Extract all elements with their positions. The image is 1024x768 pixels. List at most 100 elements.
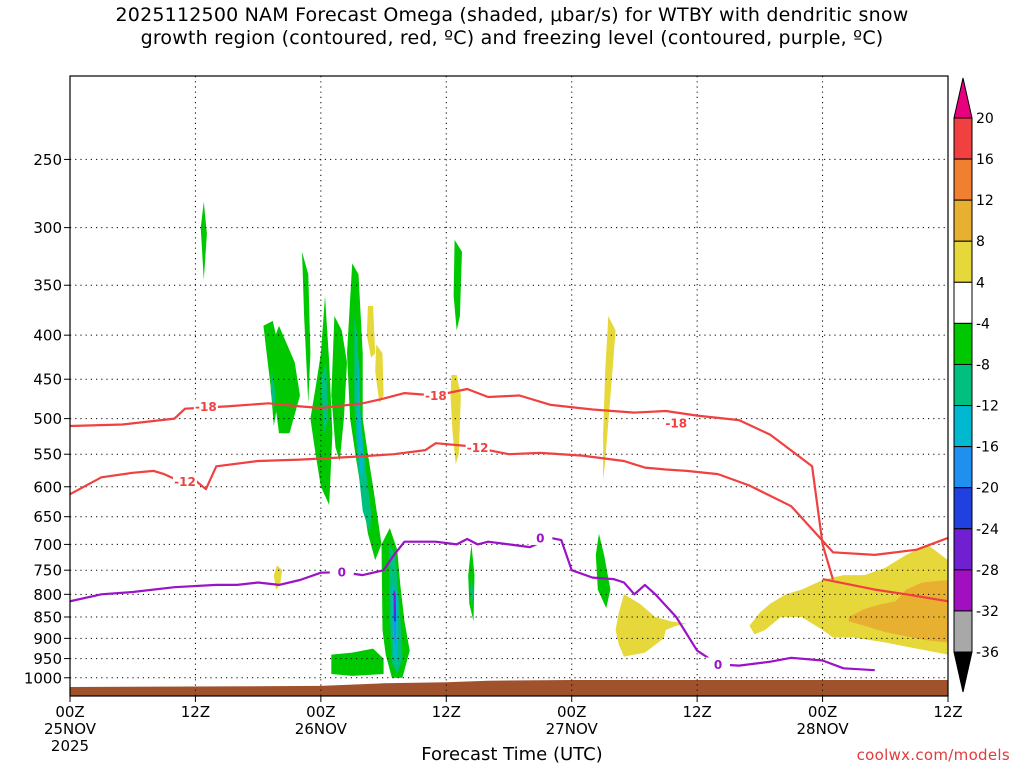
y-tick-label: 900 <box>33 630 62 648</box>
y-tick-label: 400 <box>33 327 62 345</box>
contour-label: 0 <box>536 531 544 545</box>
contour-label: 0 <box>714 658 722 672</box>
x-tick-label: 00Z <box>808 703 837 721</box>
x-tick-date: 27NOV <box>546 720 599 738</box>
omega-shading <box>200 201 948 678</box>
colorbar-box <box>953 487 973 530</box>
omega-region <box>331 648 384 676</box>
colorbar-label: 20 <box>976 111 994 127</box>
contour-label-bg <box>423 388 448 403</box>
omega-region <box>200 201 207 280</box>
omega-region <box>331 316 347 461</box>
colorbar-box <box>953 281 973 324</box>
colorbar-label: -20 <box>976 481 999 497</box>
y-tick-label: 700 <box>33 536 62 554</box>
colorbar-label: 4 <box>976 275 985 291</box>
y-tick-label: 350 <box>33 277 62 295</box>
y-axis: 250 300 350 400 450 500 550 600 650 700 750 800 850 9… <box>24 151 70 687</box>
contour-label: -18 <box>665 417 687 431</box>
omega-region <box>470 575 474 609</box>
colorbar-box <box>953 569 973 612</box>
omega-region <box>394 589 396 613</box>
omega-region <box>848 580 948 643</box>
y-tick-label: 800 <box>33 586 62 604</box>
contour-label-bg <box>465 440 490 455</box>
y-tick-label: 450 <box>33 371 62 389</box>
y-tick-label: 1000 <box>24 669 62 687</box>
x-tick-label: 12Z <box>933 703 962 721</box>
contour-label: -12 <box>174 475 196 489</box>
colorbar-box <box>953 446 973 489</box>
colorbar-box <box>953 199 973 242</box>
omega-region <box>310 295 333 505</box>
chart-title-line-1: 2025112500 NAM Forecast Omega (shaded, μ… <box>115 4 909 26</box>
colorbar-label: -8 <box>976 357 990 373</box>
colorbar: 20 16 12 8 4 -4 -8 -12 -16 -20 -24 -28 -32 -36 <box>953 77 999 693</box>
colorbar-box <box>953 117 973 160</box>
colorbar-label: -36 <box>976 645 999 661</box>
contour-label: -18 <box>425 389 447 403</box>
contour-label: 0 <box>338 566 346 580</box>
y-tick-label: 550 <box>33 446 62 464</box>
y-tick-label: 250 <box>33 151 62 169</box>
omega-region <box>453 239 462 331</box>
x-tick-label: 00Z <box>306 703 335 721</box>
y-tick-label: 300 <box>33 219 62 237</box>
y-tick-label: 950 <box>33 650 62 668</box>
omega-region <box>357 353 364 487</box>
x-tick-date: 28NOV <box>797 720 850 738</box>
contour-label-bg <box>172 474 197 489</box>
x-tick-label: 12Z <box>181 703 210 721</box>
colorbar-bottom-triangle <box>953 651 973 693</box>
x-tick-label: 00Z <box>55 703 84 721</box>
contour-label-bg <box>706 657 731 672</box>
colorbar-box <box>953 240 973 283</box>
colorbar-label: -24 <box>976 522 999 538</box>
colorbar-label: -4 <box>976 316 990 332</box>
chart-title-line-2: growth region (contoured, red, ºC) and f… <box>140 27 884 49</box>
x-tick-label: 12Z <box>432 703 461 721</box>
terrain-surface <box>70 680 948 696</box>
contour-label: -18 <box>195 400 217 414</box>
terrain-fill <box>70 680 948 696</box>
colorbar-top-triangle <box>953 77 973 119</box>
credit-link[interactable]: coolwx.com/models <box>856 746 1010 764</box>
x-tick-label: 00Z <box>557 703 586 721</box>
contour-label-bg <box>329 565 354 580</box>
colorbar-label: 8 <box>976 234 985 250</box>
y-tick-label: 600 <box>33 478 62 496</box>
colorbar-box <box>953 158 973 201</box>
y-tick-label: 500 <box>33 410 62 428</box>
omega-region <box>302 251 311 404</box>
contour-label-bg <box>528 530 553 545</box>
omega-region <box>273 565 283 590</box>
x-tick-date: 25NOV <box>44 720 97 738</box>
colorbar-label: -16 <box>976 440 999 456</box>
omega-region <box>595 533 611 609</box>
colorbar-box <box>953 405 973 448</box>
contour-line <box>70 387 835 580</box>
omega-region <box>603 316 616 481</box>
grid <box>69 76 949 696</box>
omega-region <box>375 344 384 404</box>
chart-title: 2025112500 NAM Forecast Omega (shaded, μ… <box>0 4 1024 50</box>
contour-label-bg <box>193 399 218 414</box>
y-tick-label: 850 <box>33 608 62 626</box>
colorbar-box <box>953 322 973 365</box>
contour-label-bg <box>664 416 689 431</box>
colorbar-label: -12 <box>976 399 999 415</box>
colorbar-label: 12 <box>976 193 994 209</box>
colorbar-label: -32 <box>976 604 999 620</box>
contour-label: -12 <box>467 441 489 455</box>
x-tick-label: 12Z <box>682 703 711 721</box>
omega-region <box>270 370 276 411</box>
y-tick-label: 750 <box>33 562 62 580</box>
plot-frame <box>69 75 949 697</box>
x-axis-title: Forecast Time (UTC) <box>421 744 603 765</box>
x-tick-year: 2025 <box>51 737 89 755</box>
colorbar-label: -28 <box>976 563 999 579</box>
omega-region <box>615 594 687 657</box>
omega-region <box>366 306 376 358</box>
